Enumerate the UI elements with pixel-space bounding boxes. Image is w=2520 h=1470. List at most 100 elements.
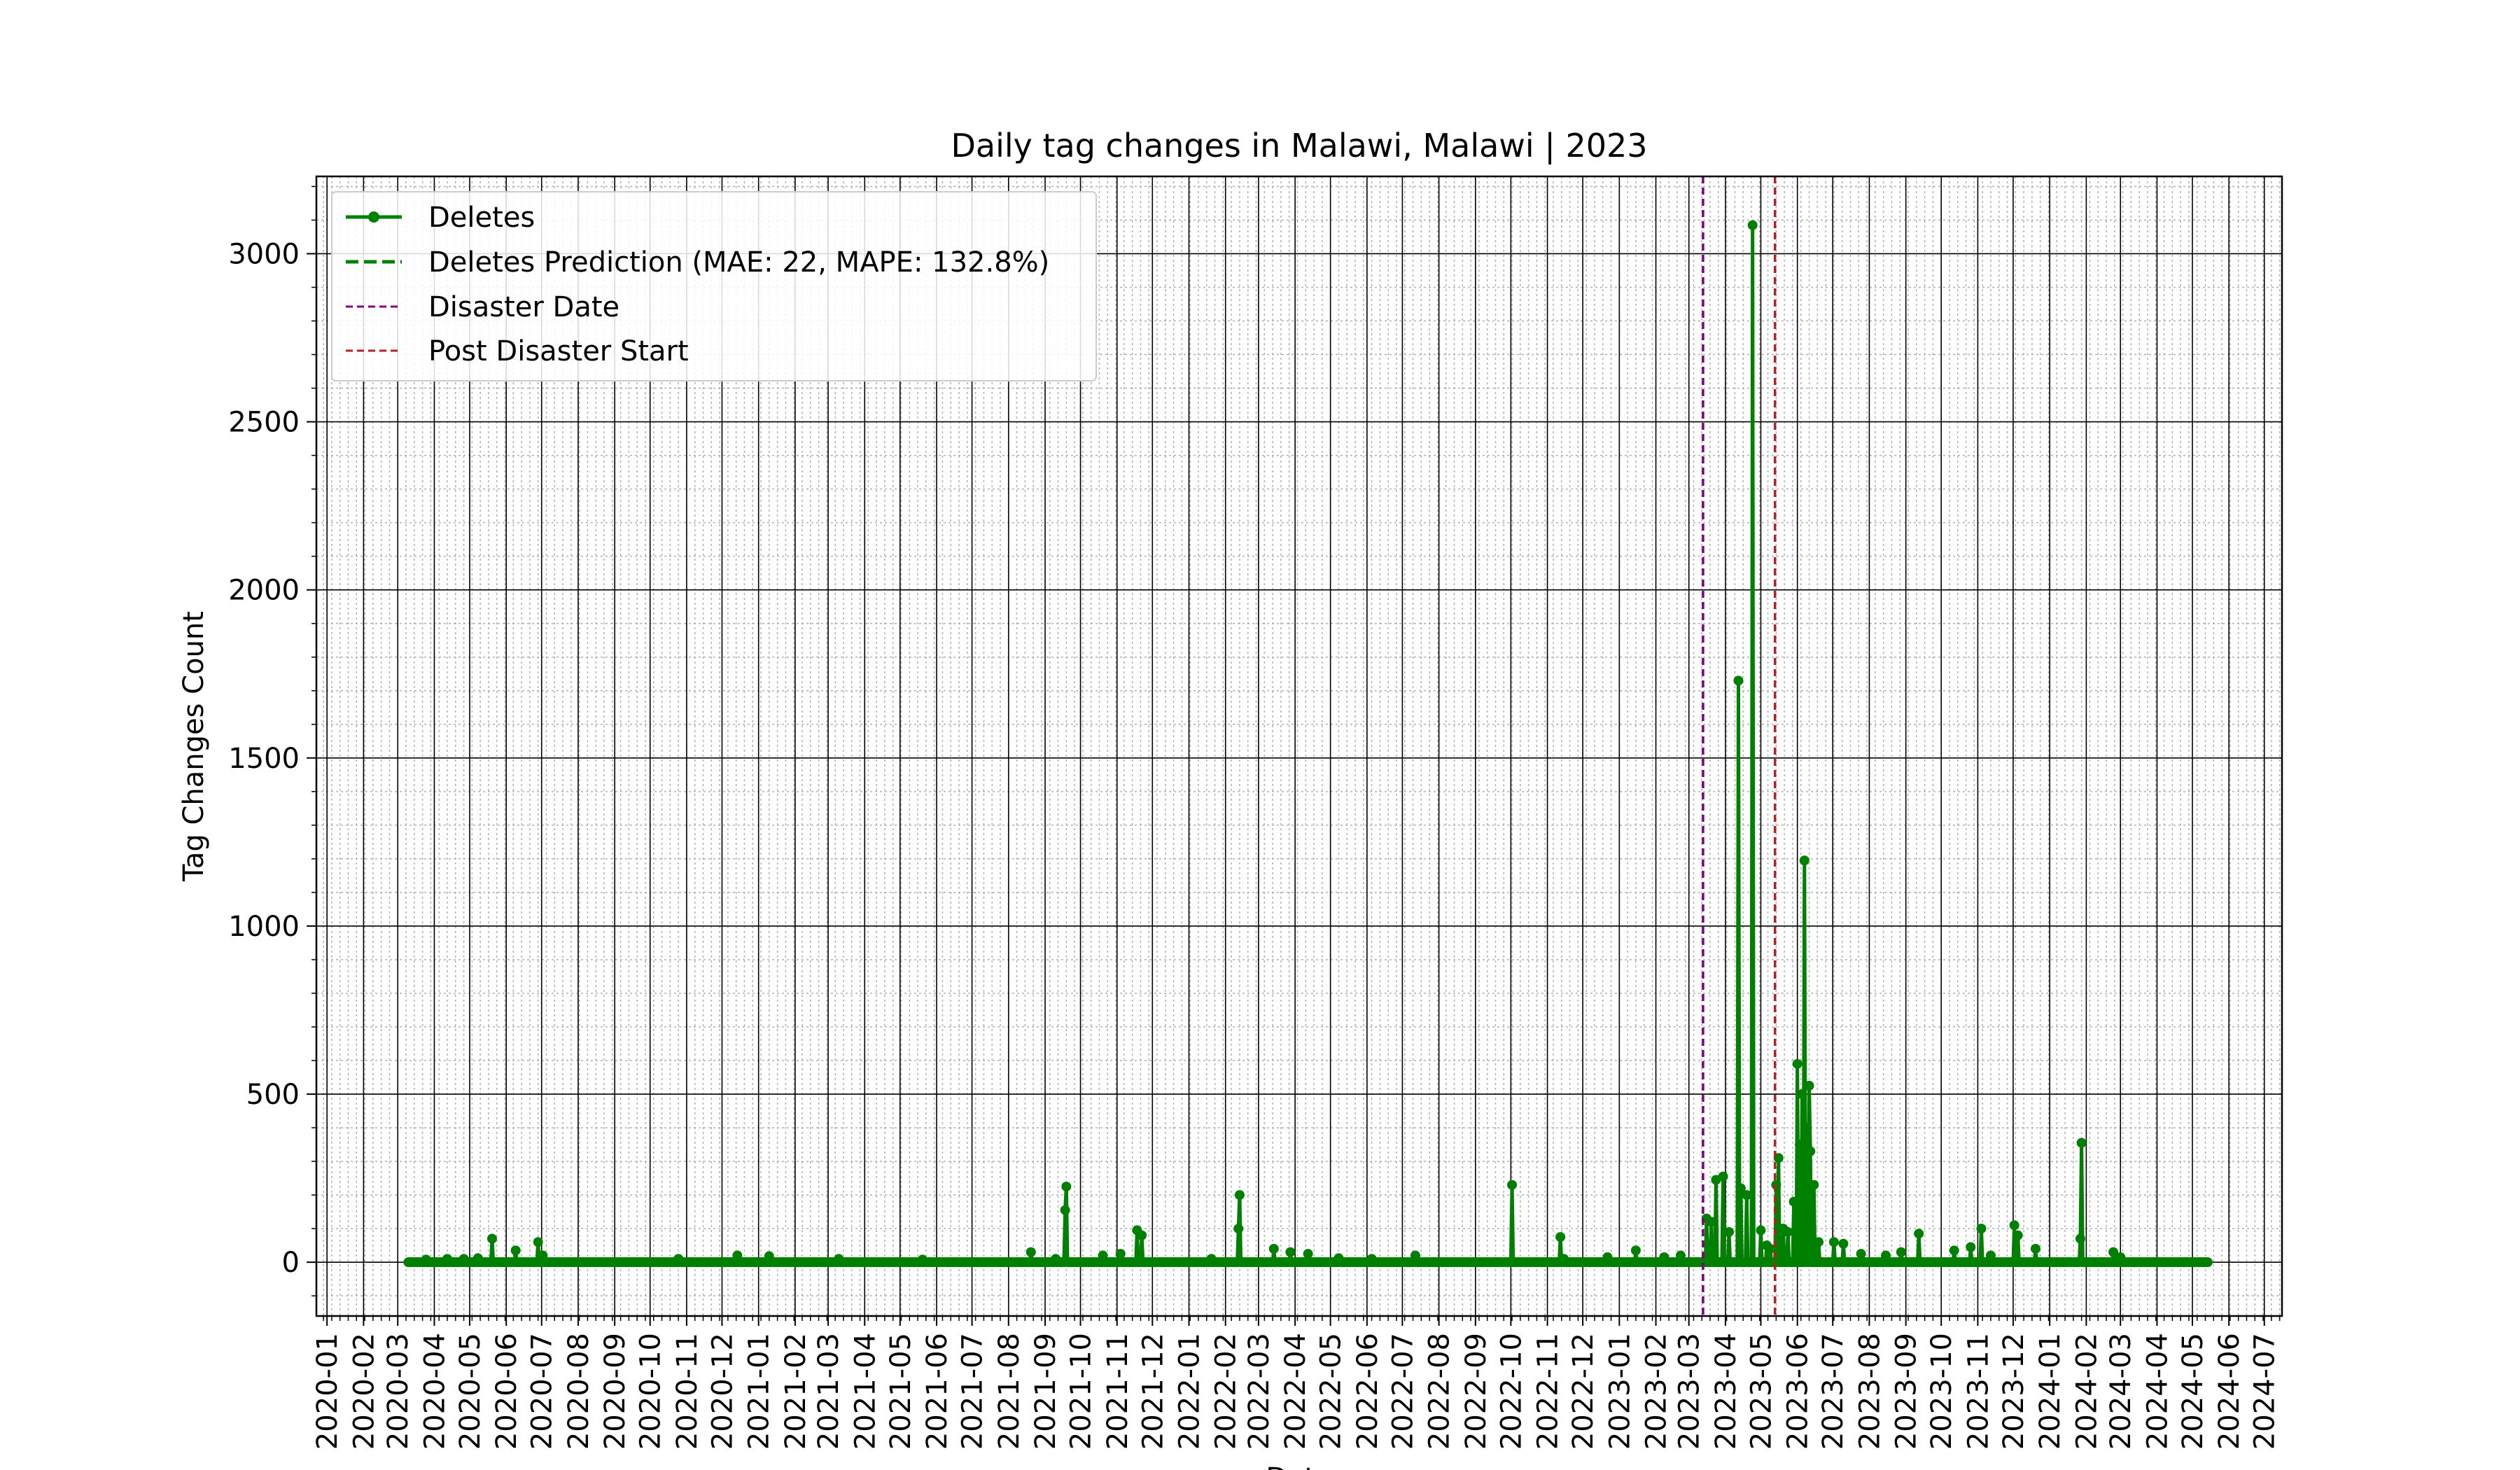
x-tick-label: 2022-06	[1352, 1333, 1384, 1450]
data-point-spike	[1303, 1249, 1313, 1259]
x-tick-label: 2021-05	[885, 1333, 917, 1450]
minor-grid	[316, 176, 2282, 1316]
y-tick-label: 2000	[228, 575, 300, 607]
data-point-spike	[2009, 1220, 2019, 1231]
data-point-spike	[1896, 1247, 1906, 1257]
x-tick-label: 2024-04	[2141, 1333, 2174, 1450]
x-tick-label: 2024-01	[2034, 1333, 2066, 1450]
data-point-spike	[1555, 1232, 1566, 1242]
x-tick-label: 2023-01	[1604, 1333, 1636, 1450]
data-point-spike	[1914, 1228, 1924, 1239]
legend-label-deletes: Deletes	[428, 202, 535, 234]
y-tick-label: 1500	[228, 743, 300, 775]
x-tick-label: 2020-11	[671, 1333, 704, 1450]
x-tick-label: 2023-06	[1782, 1333, 1814, 1450]
data-point-spike	[1799, 855, 1809, 866]
data-point-spike	[1733, 676, 1744, 686]
plot-frame	[315, 175, 2283, 1317]
data-point-spike	[1061, 1182, 1072, 1192]
x-tick-label: 2022-01	[1174, 1333, 1206, 1450]
x-tick-label: 2020-05	[454, 1333, 486, 1450]
data-point-spike	[1856, 1249, 1866, 1259]
x-tick-label: 2021-12	[1137, 1333, 1169, 1450]
x-tick-label: 2021-02	[780, 1333, 812, 1450]
data-point-spike	[1949, 1245, 1959, 1256]
major-grid	[316, 176, 2282, 1316]
legend-label-prediction: Deletes Prediction (MAE: 22, MAPE: 132.8…	[428, 246, 1049, 279]
x-tick-label: 2023-02	[1641, 1333, 1673, 1450]
x-tick-label: 2022-04	[1280, 1333, 1312, 1450]
x-tick-label: 2022-11	[1532, 1333, 1564, 1450]
x-tick-label: 2024-06	[2213, 1333, 2246, 1450]
x-tick-label: 2022-09	[1460, 1333, 1492, 1450]
series-layer	[403, 220, 2213, 1268]
data-point-spike	[1838, 1238, 1849, 1249]
x-tick-label: 2024-05	[2177, 1333, 2209, 1450]
x-tick-label: 2023-11	[1962, 1333, 1994, 1450]
x-tick-label: 2023-03	[1674, 1333, 1706, 1450]
legend-label-post-disaster: Post Disaster Start	[428, 335, 689, 368]
x-tick-label: 2024-03	[2105, 1333, 2137, 1450]
data-point-spike	[510, 1245, 521, 1256]
x-tick-label: 2021-10	[1065, 1333, 1098, 1450]
data-point-spike	[1060, 1205, 1070, 1215]
x-tick-label: 2022-02	[1210, 1333, 1242, 1450]
y-ticks: 0 500 1000 1500 2000 2500 3000	[228, 186, 316, 1296]
legend-label-disaster: Disaster Date	[428, 291, 620, 323]
data-point-spike	[2030, 1243, 2040, 1254]
data-point	[2202, 1257, 2213, 1268]
x-tick-label: 2021-06	[921, 1333, 953, 1450]
data-point-spike	[1747, 220, 1758, 230]
x-tick-label: 2021-11	[1102, 1333, 1134, 1450]
x-tick-label: 2020-09	[599, 1333, 631, 1450]
data-point-spike	[1783, 1226, 1793, 1237]
x-tick-label: 2021-04	[849, 1333, 881, 1450]
data-point-spike	[1115, 1249, 1126, 1259]
legend-box	[331, 191, 1097, 382]
x-tick-label: 2023-04	[1710, 1333, 1742, 1450]
x-tick-label: 2023-12	[1998, 1333, 2030, 1450]
x-tick-label: 2021-03	[813, 1333, 845, 1450]
data-point-spike	[1797, 1089, 1807, 1100]
data-point-spike	[533, 1237, 543, 1247]
legend-marker-deletes	[368, 211, 379, 223]
data-point-spike	[1742, 1190, 1752, 1200]
y-tick-label: 1000	[228, 911, 300, 943]
data-point-spike	[1976, 1224, 1987, 1234]
data-point-spike	[1285, 1247, 1296, 1257]
x-tick-label: 2020-12	[706, 1333, 738, 1450]
data-point-spike	[1723, 1226, 1734, 1237]
x-tick-label: 2021-07	[957, 1333, 989, 1450]
x-tick-label: 2020-07	[526, 1333, 559, 1450]
y-tick-label: 500	[246, 1079, 300, 1111]
data-point-spike	[2076, 1138, 2087, 1148]
x-tick-label: 2022-03	[1243, 1333, 1275, 1450]
x-tick-label: 2020-10	[635, 1333, 667, 1450]
x-tick-label: 2022-10	[1495, 1333, 1527, 1450]
data-point-spike	[1966, 1242, 1976, 1252]
x-tick-label: 2023-09	[1891, 1333, 1923, 1450]
x-tick-label: 2022-08	[1424, 1333, 1456, 1450]
x-tick-label: 2023-05	[1745, 1333, 1777, 1450]
x-tick-label: 2021-01	[743, 1333, 776, 1450]
data-point-spike	[1828, 1237, 1839, 1247]
series-markers-deletes	[403, 220, 2213, 1268]
data-point-spike	[1137, 1230, 1147, 1240]
data-point-spike	[1234, 1190, 1245, 1200]
data-point-spike	[1706, 1217, 1716, 1227]
x-tick-label: 2022-05	[1315, 1333, 1348, 1450]
data-point-spike	[1718, 1171, 1728, 1182]
data-point-spike	[1765, 1243, 1775, 1254]
x-tick-label: 2023-10	[1926, 1333, 1958, 1450]
data-point-spike	[1268, 1243, 1279, 1254]
data-point-spike	[1805, 1146, 1816, 1156]
data-point-spike	[1814, 1237, 1824, 1247]
chart-title: Daily tag changes in Malawi, Malawi | 20…	[951, 127, 1647, 165]
x-axis-label: Date	[1266, 1462, 1333, 1470]
data-point-spike	[2012, 1230, 2023, 1240]
data-point-spike	[1233, 1224, 1244, 1234]
y-axis-label: Tag Changes Count	[178, 611, 210, 882]
x-tick-label: 2020-01	[312, 1333, 344, 1450]
data-point-spike	[1795, 1140, 1805, 1150]
